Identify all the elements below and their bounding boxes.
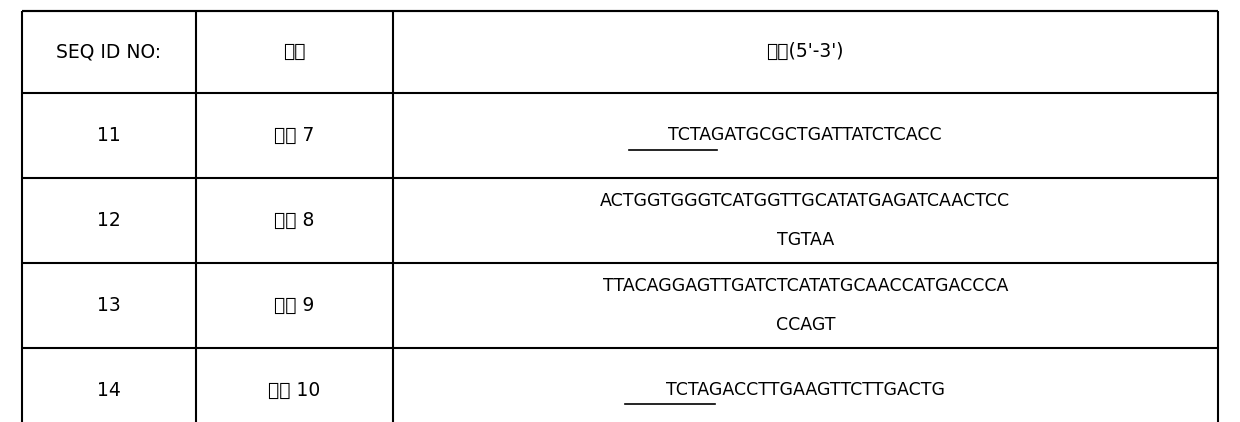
Text: TTACAGGAGTTGATCTCATATGCAACCATGACCCA: TTACAGGAGTTGATCTCATATGCAACCATGACCCA xyxy=(603,277,1008,295)
Text: 引物 7: 引物 7 xyxy=(274,126,315,145)
Text: SEQ ID NO:: SEQ ID NO: xyxy=(57,42,161,61)
Text: 11: 11 xyxy=(97,126,120,145)
Text: 序列(5'-3'): 序列(5'-3') xyxy=(766,42,844,61)
Text: 13: 13 xyxy=(97,295,120,315)
Text: 引物 8: 引物 8 xyxy=(274,211,315,230)
Text: TCTAGACCTTGAAGTTCTTGACTG: TCTAGACCTTGAAGTTCTTGACTG xyxy=(666,381,945,399)
Text: ACTGGTGGGTCATGGTTGCATATGAGATCAACTCC: ACTGGTGGGTCATGGTTGCATATGAGATCAACTCC xyxy=(600,192,1011,210)
Text: 12: 12 xyxy=(97,211,120,230)
Text: CCAGT: CCAGT xyxy=(775,316,835,333)
Text: 引物: 引物 xyxy=(283,42,305,61)
Text: TCTAGATGCGCTGATTATCTCACC: TCTAGATGCGCTGATTATCTCACC xyxy=(668,126,942,144)
Text: 14: 14 xyxy=(97,381,122,400)
Text: 引物 10: 引物 10 xyxy=(268,381,320,400)
Text: TGTAA: TGTAA xyxy=(776,230,835,249)
Text: 引物 9: 引物 9 xyxy=(274,295,315,315)
